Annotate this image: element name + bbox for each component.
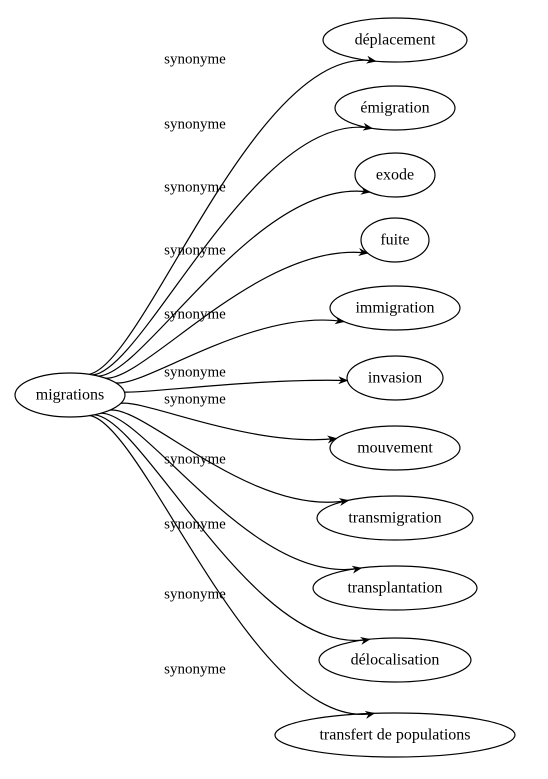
node-label-immigration: immigration: [355, 300, 434, 317]
node-label-delocalisation: délocalisation: [351, 652, 440, 669]
edge-label-mouvement: synonyme: [164, 391, 226, 407]
node-label-invasion: invasion: [368, 370, 422, 387]
node-immigration: immigration: [330, 286, 460, 330]
edge-label-transplantation: synonyme: [164, 516, 226, 532]
edge-labels-layer: synonyme synonyme synonyme synonyme synonyme…: [164, 51, 226, 677]
edge-label-transfert: synonyme: [164, 661, 226, 677]
edge-immigration: [116, 320, 344, 383]
node-label-exode: exode: [376, 167, 414, 184]
node-label-transplantation: transplantation: [347, 580, 442, 597]
edge-mouvement: [121, 403, 337, 440]
edge-deplacement: [89, 60, 376, 374]
edge-transmigration: [110, 410, 348, 502]
node-mouvement: mouvement: [330, 426, 460, 470]
node-transmigration: transmigration: [317, 496, 473, 540]
node-delocalisation: délocalisation: [319, 638, 471, 682]
edges-layer: [89, 60, 376, 714]
edge-invasion: [125, 380, 348, 392]
node-label-mouvement: mouvement: [357, 440, 433, 457]
node-label-deplacement: déplacement: [355, 32, 436, 49]
edge-emigration: [93, 127, 372, 375]
edge-label-invasion: synonyme: [164, 364, 226, 380]
edge-label-deplacement: synonyme: [164, 51, 226, 67]
edge-delocalisation: [94, 415, 369, 641]
node-deplacement: déplacement: [323, 18, 467, 62]
edge-label-fuite: synonyme: [164, 242, 226, 258]
edge-label-transmigration: synonyme: [164, 451, 226, 467]
node-transplantation: transplantation: [313, 566, 477, 610]
node-invasion: invasion: [347, 356, 443, 400]
nodes-layer: migrations déplacement émigration exode fuit…: [15, 18, 515, 757]
node-transfert: transfert de populations: [275, 713, 515, 757]
edge-label-delocalisation: synonyme: [164, 586, 226, 602]
node-label-fuite: fuite: [380, 232, 409, 249]
node-exode: exode: [355, 153, 435, 197]
edge-fuite: [105, 252, 367, 378]
node-label-transmigration: transmigration: [348, 510, 441, 527]
node-emigration: émigration: [335, 86, 455, 130]
node-label-emigration: émigration: [360, 100, 429, 117]
edge-label-exode: synonyme: [164, 179, 226, 195]
node-fuite: fuite: [361, 218, 429, 262]
node-migrations: migrations: [15, 373, 125, 417]
edge-label-emigration: synonyme: [164, 116, 226, 132]
edge-transplantation: [101, 413, 362, 569]
synonym-graph: synonyme synonyme synonyme synonyme synonyme…: [0, 0, 548, 779]
edge-transfert: [90, 416, 375, 715]
node-label-migrations: migrations: [36, 387, 104, 404]
edge-exode: [98, 191, 370, 376]
edge-label-immigration: synonyme: [164, 306, 226, 322]
node-label-transfert: transfert de populations: [319, 727, 470, 744]
